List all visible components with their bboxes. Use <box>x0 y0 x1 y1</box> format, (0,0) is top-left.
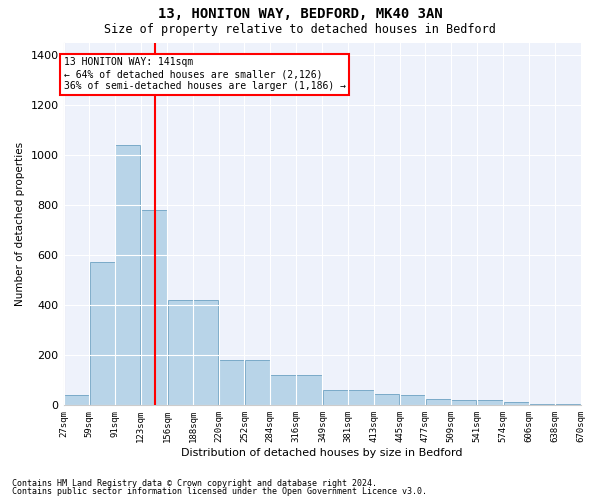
Bar <box>89 262 115 405</box>
Text: 13 HONITON WAY: 141sqm
← 64% of detached houses are smaller (2,126)
36% of semi-: 13 HONITON WAY: 141sqm ← 64% of detached… <box>64 58 346 90</box>
Bar <box>245 360 270 405</box>
Bar <box>271 375 296 405</box>
Bar <box>323 390 348 405</box>
X-axis label: Distribution of detached houses by size in Bedford: Distribution of detached houses by size … <box>181 448 463 458</box>
Bar <box>193 300 218 405</box>
Bar <box>425 398 451 405</box>
Text: 13, HONITON WAY, BEDFORD, MK40 3AN: 13, HONITON WAY, BEDFORD, MK40 3AN <box>158 8 442 22</box>
Bar <box>400 395 425 405</box>
Bar <box>529 404 554 405</box>
Text: Contains HM Land Registry data © Crown copyright and database right 2024.: Contains HM Land Registry data © Crown c… <box>12 478 377 488</box>
Text: Size of property relative to detached houses in Bedford: Size of property relative to detached ho… <box>104 22 496 36</box>
Bar <box>374 394 399 405</box>
Bar <box>503 402 529 405</box>
Bar <box>296 375 322 405</box>
Bar <box>64 395 89 405</box>
Bar <box>219 360 244 405</box>
Text: Contains public sector information licensed under the Open Government Licence v3: Contains public sector information licen… <box>12 487 427 496</box>
Bar <box>167 300 193 405</box>
Y-axis label: Number of detached properties: Number of detached properties <box>15 142 25 306</box>
Bar <box>141 210 167 405</box>
Bar <box>349 390 374 405</box>
Bar <box>451 400 476 405</box>
Bar <box>477 400 503 405</box>
Bar <box>115 145 140 405</box>
